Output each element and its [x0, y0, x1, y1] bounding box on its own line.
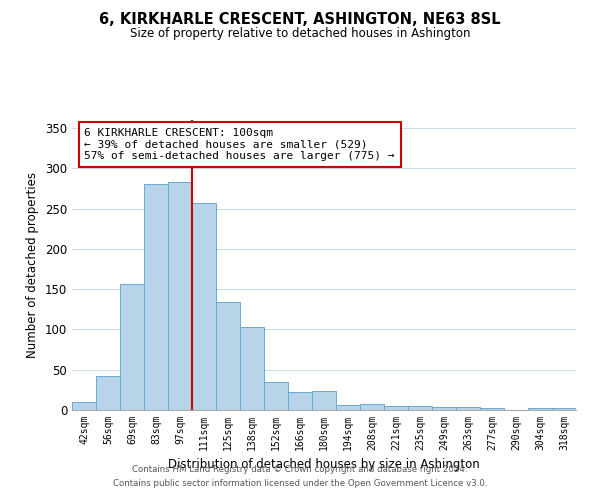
Bar: [552, 408, 576, 410]
Bar: [192, 203, 216, 410]
Text: Size of property relative to detached houses in Ashington: Size of property relative to detached ho…: [130, 28, 470, 40]
Text: Contains HM Land Registry data © Crown copyright and database right 2024.
Contai: Contains HM Land Registry data © Crown c…: [113, 466, 487, 487]
Bar: [72, 402, 96, 410]
Bar: [288, 392, 312, 410]
Bar: [408, 406, 432, 410]
Bar: [264, 382, 288, 410]
Bar: [216, 302, 240, 410]
Bar: [96, 376, 120, 410]
Bar: [432, 407, 456, 410]
Bar: [120, 284, 144, 410]
Bar: [360, 404, 384, 410]
Y-axis label: Number of detached properties: Number of detached properties: [26, 172, 40, 358]
Text: 6 KIRKHARLE CRESCENT: 100sqm
← 39% of detached houses are smaller (529)
57% of s: 6 KIRKHARLE CRESCENT: 100sqm ← 39% of de…: [85, 128, 395, 162]
Text: 6, KIRKHARLE CRESCENT, ASHINGTON, NE63 8SL: 6, KIRKHARLE CRESCENT, ASHINGTON, NE63 8…: [99, 12, 501, 28]
Bar: [528, 408, 552, 410]
Bar: [480, 408, 504, 410]
Bar: [144, 184, 168, 410]
Bar: [384, 406, 408, 410]
X-axis label: Distribution of detached houses by size in Ashington: Distribution of detached houses by size …: [168, 458, 480, 471]
Bar: [336, 405, 360, 410]
Bar: [240, 327, 264, 410]
Bar: [168, 182, 192, 410]
Bar: [312, 392, 336, 410]
Bar: [456, 407, 480, 410]
